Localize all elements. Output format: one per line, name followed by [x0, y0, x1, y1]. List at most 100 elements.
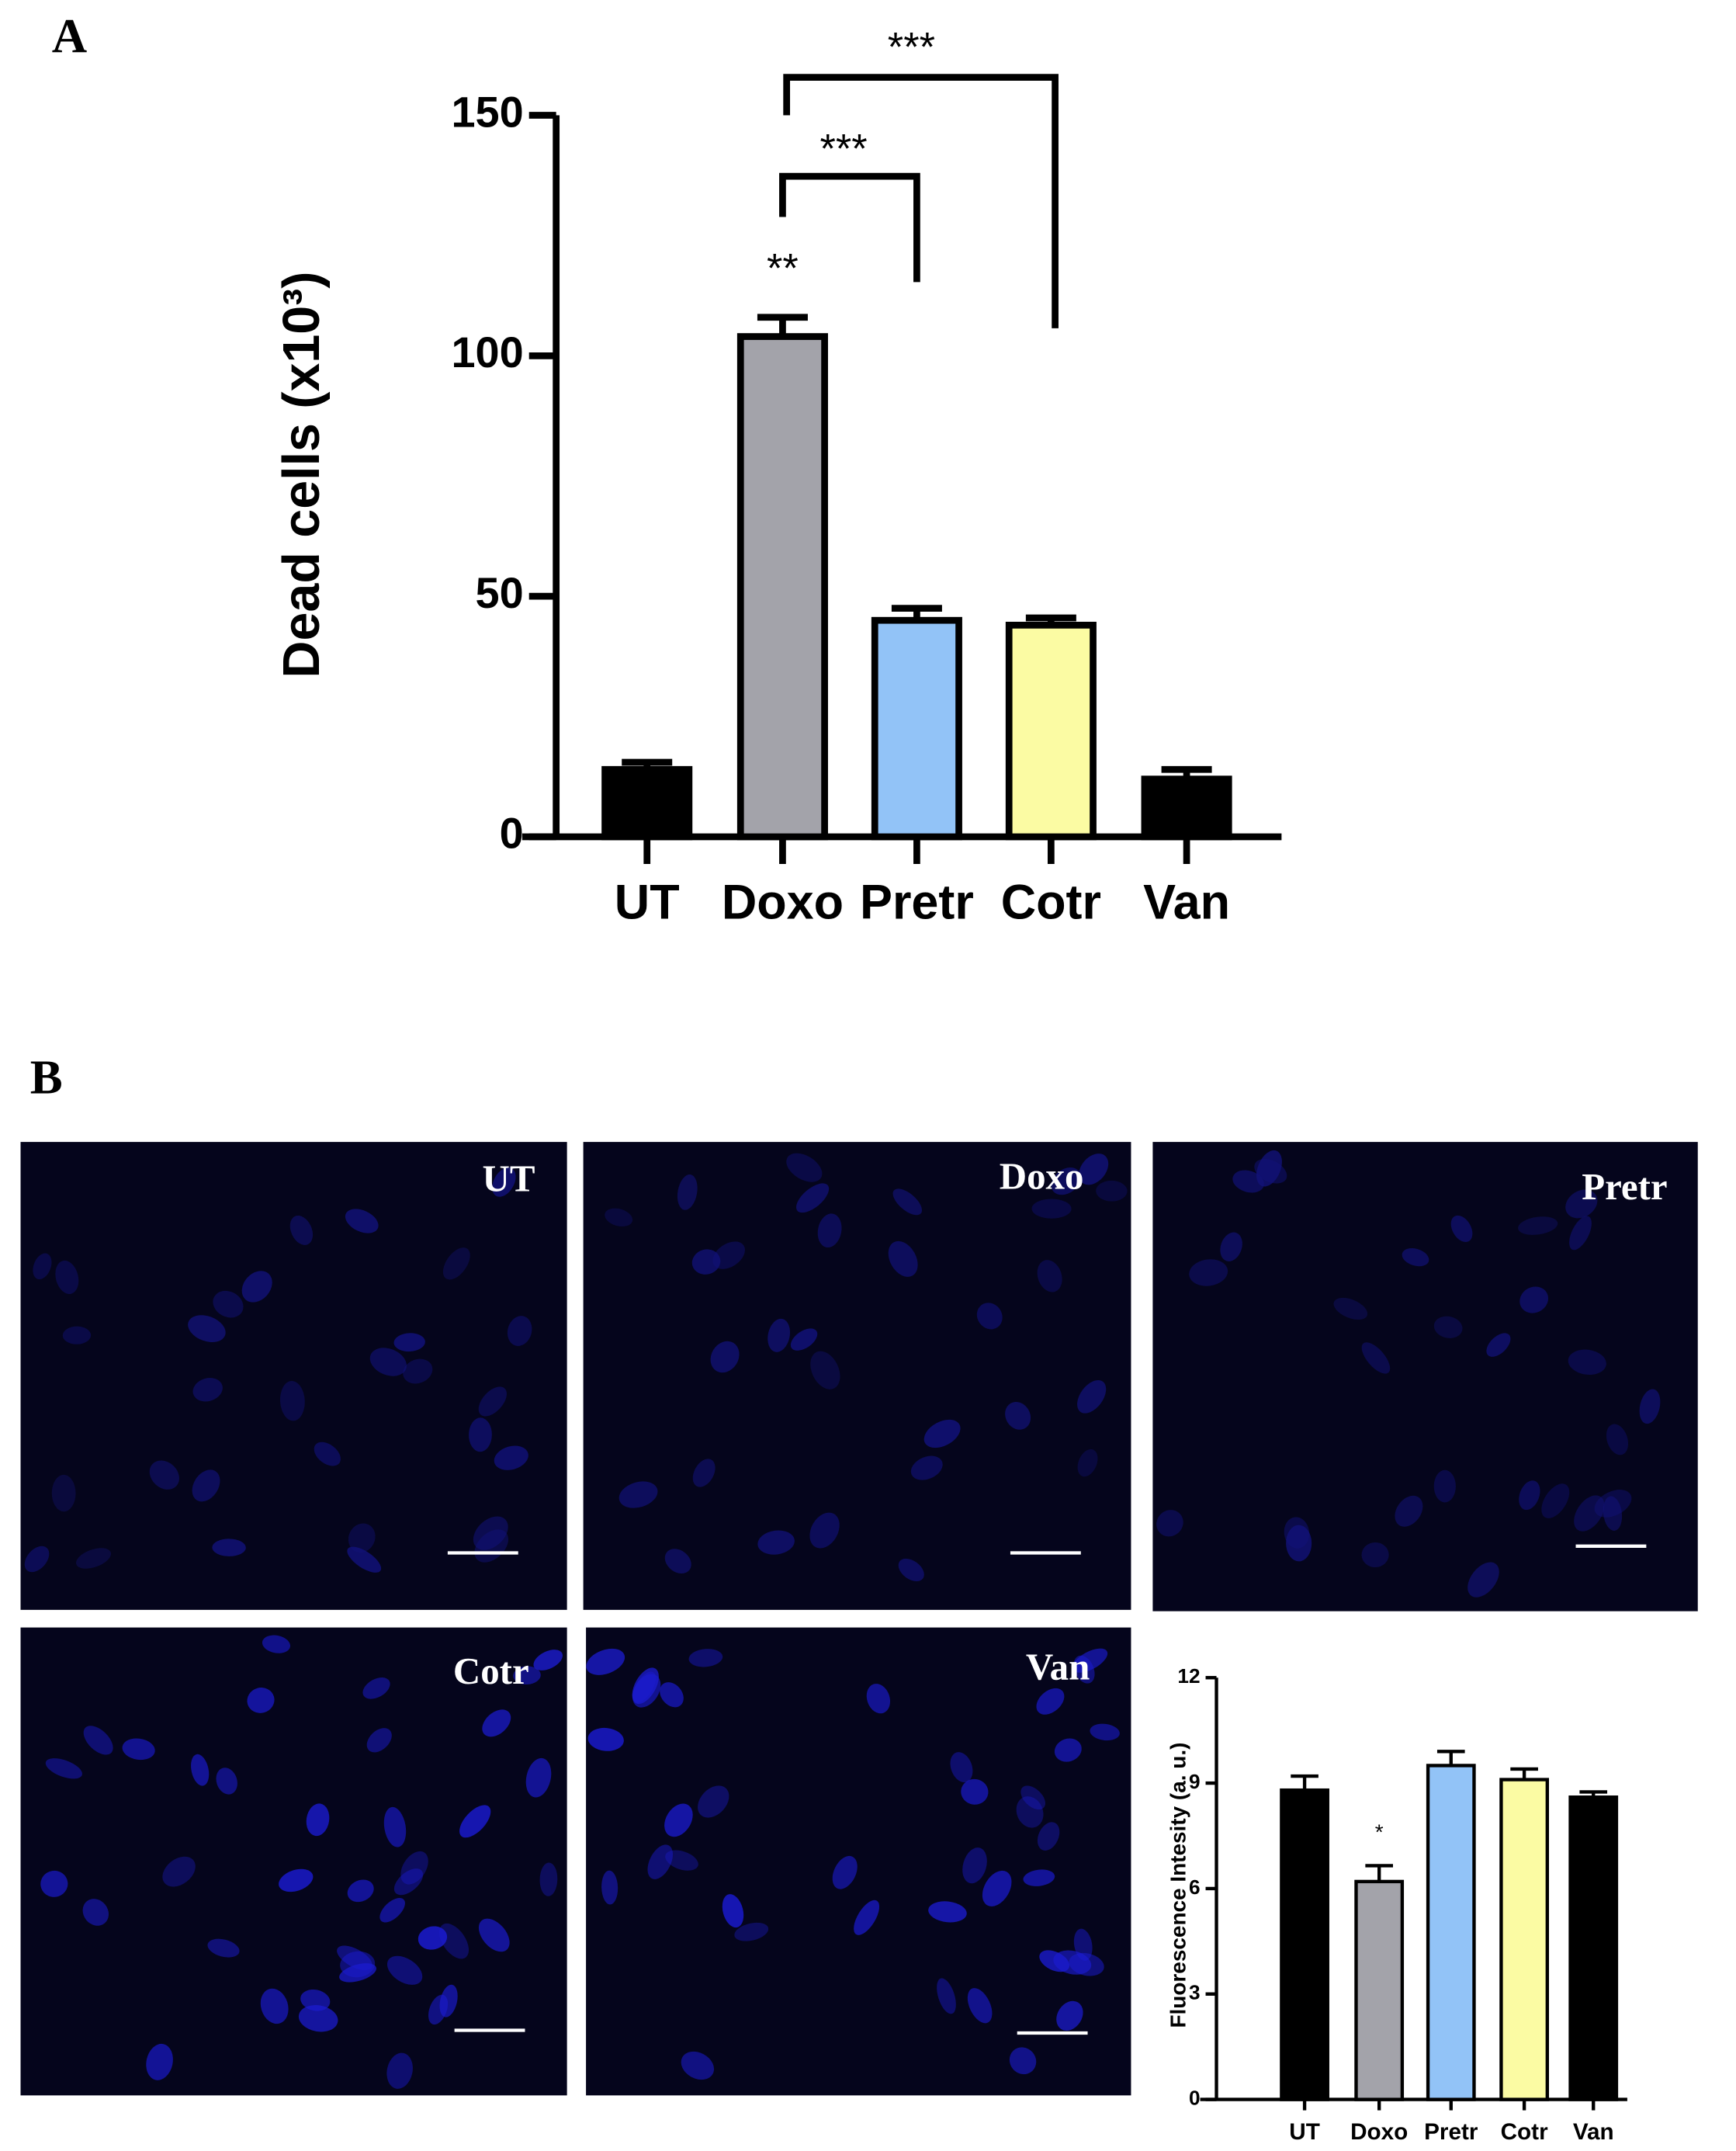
y-tick-label: 0: [1189, 2087, 1201, 2110]
nucleus: [967, 1988, 993, 2024]
nucleus: [386, 1955, 423, 1985]
nucleus: [366, 1728, 392, 1753]
nucleus: [379, 1897, 405, 1923]
bar: [601, 765, 693, 841]
nucleus: [768, 1318, 791, 1352]
nucleus: [976, 1303, 1003, 1330]
nucleus: [533, 1650, 563, 1670]
bar: [736, 333, 828, 841]
y-tick-label: 0: [500, 809, 524, 858]
nucleus: [1023, 1869, 1055, 1886]
nucleus: [1031, 1199, 1072, 1219]
micrograph-label: Cotr: [453, 1650, 529, 1692]
nucleus: [442, 1247, 470, 1280]
micrograph: [583, 1142, 1131, 1610]
nucleus: [898, 1558, 924, 1582]
nucleus: [492, 1167, 516, 1197]
nucleus: [712, 1241, 745, 1269]
nucleus: [937, 1978, 956, 2014]
nucleus: [1156, 1510, 1183, 1537]
nucleus: [213, 1290, 244, 1318]
nucleus: [1639, 1389, 1661, 1424]
x-tick-label: Cotr: [1001, 876, 1101, 930]
nucleus: [241, 1271, 272, 1303]
bar: [1499, 1778, 1550, 2101]
nucleus: [45, 1758, 82, 1779]
nucleus: [888, 1240, 918, 1277]
nucleus: [923, 1419, 961, 1448]
significance: **: [767, 246, 799, 291]
nucleus: [786, 1153, 823, 1182]
nucleus: [76, 1548, 112, 1569]
nucleus: [961, 1778, 989, 1805]
nucleus: [710, 1341, 740, 1373]
nucleus: [698, 1785, 729, 1818]
nucleus: [1467, 1562, 1499, 1598]
nucleus: [1051, 1167, 1081, 1195]
panel-label: B: [30, 1050, 63, 1105]
nucleus: [82, 1899, 109, 1926]
nucleus: [260, 1988, 289, 2024]
nucleus: [910, 1455, 943, 1480]
nucleus: [796, 1183, 830, 1213]
significance: ***: [819, 127, 867, 172]
nucleus: [345, 1209, 379, 1233]
nucleus: [469, 1417, 492, 1452]
nucleus: [459, 1805, 491, 1838]
nucleus: [279, 1380, 305, 1421]
nucleus: [62, 1326, 92, 1344]
x-tick-label: Doxo: [1350, 2119, 1408, 2145]
y-tick-label: 9: [1189, 1770, 1201, 1793]
bar: [1354, 1879, 1405, 2101]
nucleus: [647, 1844, 674, 1879]
nucleus: [1486, 1333, 1511, 1357]
nucleus: [403, 1358, 433, 1384]
nucleus: [383, 1806, 407, 1847]
nucleus: [279, 1868, 314, 1893]
nucleus: [262, 1635, 291, 1653]
nucleus: [525, 1757, 552, 1798]
nucleus: [1433, 1469, 1456, 1503]
nucleus: [1256, 1150, 1282, 1187]
nucleus: [337, 1945, 372, 1971]
nucleus: [1056, 2000, 1083, 2031]
nucleus: [1096, 1180, 1128, 1202]
nucleus: [191, 1754, 210, 1786]
nucleus: [347, 1879, 374, 1903]
nucleus: [51, 1474, 76, 1512]
x-tick-label: UT: [615, 876, 680, 930]
nucleus: [418, 1926, 448, 1950]
micrograph: [20, 1627, 567, 2096]
x-tick-label: Doxo: [722, 876, 844, 930]
nucleus: [757, 1530, 795, 1555]
x-tick-label: Van: [1573, 2119, 1614, 2145]
nucleus: [1090, 1723, 1120, 1741]
nucleus: [1519, 1286, 1549, 1313]
nucleus: [306, 1803, 330, 1837]
nucleus: [1574, 1495, 1605, 1532]
nucleus: [665, 1850, 698, 1871]
nucleus: [832, 1855, 858, 1889]
nucleus: [601, 1870, 619, 1905]
nucleus: [298, 2005, 338, 2032]
bar: [871, 616, 962, 841]
nucleus: [677, 1174, 698, 1210]
nucleus: [734, 1922, 769, 1941]
nucleus: [664, 1803, 693, 1837]
nucleus: [982, 1870, 1012, 1906]
nucleus: [386, 2052, 413, 2089]
nucleus: [1037, 1260, 1062, 1292]
bar: [1568, 1795, 1619, 2101]
nucleus: [300, 1989, 331, 2011]
nucleus: [1020, 1785, 1046, 1810]
y-axis-label: Dead cells (x10³): [273, 272, 331, 678]
nucleus: [348, 1523, 376, 1553]
y-axis-label: Fluorescence Intesity (a. u.): [1166, 1743, 1190, 2028]
nucleus: [1518, 1216, 1558, 1235]
nucleus: [212, 1539, 246, 1556]
nucleus: [1009, 2047, 1037, 2075]
y-tick-label: 100: [451, 328, 523, 376]
nucleus: [1569, 1216, 1592, 1251]
nucleus: [400, 1851, 428, 1885]
